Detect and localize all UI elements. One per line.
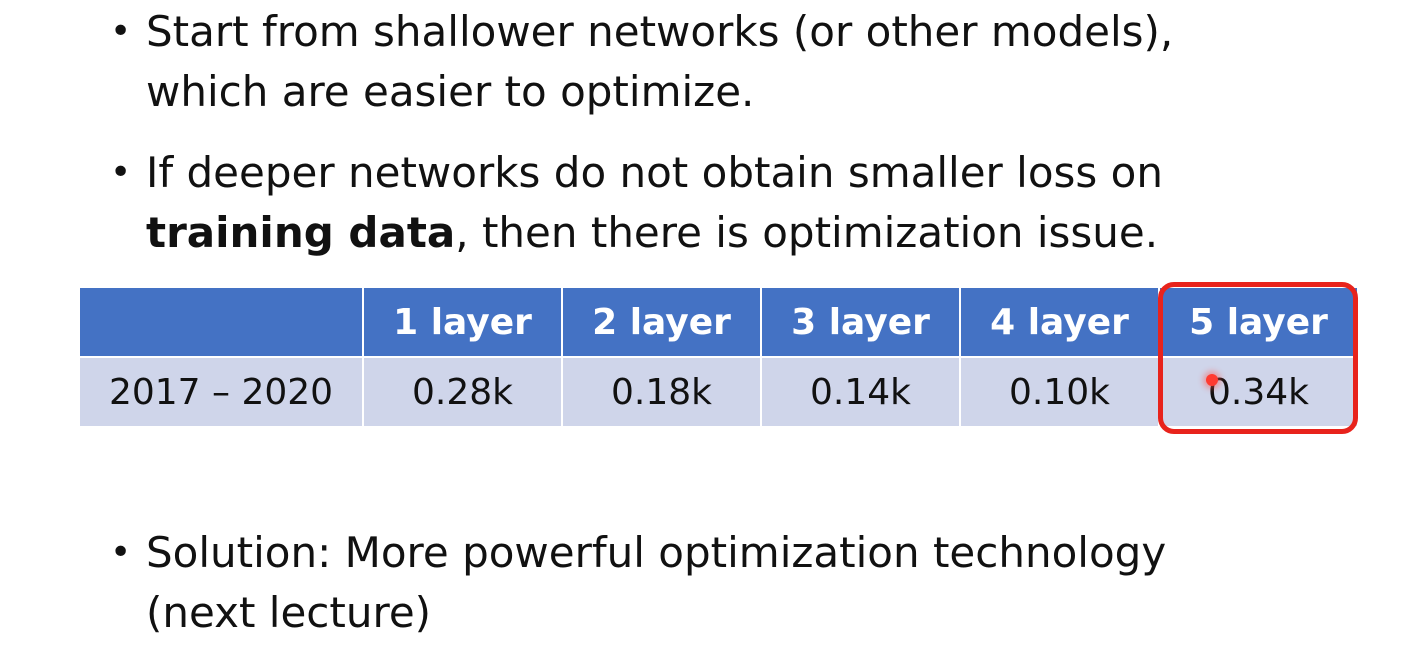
bullet-text-line: training data, then there is optimizatio…: [146, 203, 1310, 263]
value-cell-4-layer: 0.10k: [959, 356, 1160, 428]
value-cell-1-layer: 0.28k: [362, 356, 563, 428]
header-cell-3-layer: 3 layer: [760, 286, 961, 358]
header-cell-2-layer: 2 layer: [561, 286, 762, 358]
bullet-text-line: which are easier to optimize.: [146, 67, 755, 116]
header-cell-5-layer: 5 layer: [1158, 286, 1359, 358]
header-cell-empty: [78, 286, 364, 358]
row-label-cell: 2017 – 2020: [78, 356, 364, 428]
bullet-solution: • Solution: More powerful optimization t…: [110, 523, 1310, 643]
header-cell-4-layer: 4 layer: [959, 286, 1160, 358]
bullet-deeper-networks: • If deeper networks do not obtain small…: [110, 143, 1310, 263]
value-cell-2-layer: 0.18k: [561, 356, 762, 428]
layer-loss-table: 1 layer 2 layer 3 layer 4 layer 5 layer …: [78, 286, 1359, 428]
bullet-text-line: If deeper networks do not obtain smaller…: [146, 148, 1163, 197]
laser-pointer-dot: [1206, 374, 1218, 386]
bullet-text-line: Start from shallower networks (or other …: [146, 7, 1174, 56]
bullet-marker: •: [110, 11, 132, 52]
value-cell-3-layer: 0.14k: [760, 356, 961, 428]
header-cell-1-layer: 1 layer: [362, 286, 563, 358]
bullet-marker: •: [110, 532, 132, 573]
bullet-marker: •: [110, 152, 132, 193]
value-cell-5-layer: 0.34k: [1158, 356, 1359, 428]
table-header-row: 1 layer 2 layer 3 layer 4 layer 5 layer: [78, 286, 1359, 358]
bullet-text-line: (next lecture): [146, 588, 432, 637]
emphasis-training-data: training data: [146, 208, 456, 257]
bullet-text-line: Solution: More powerful optimization tec…: [146, 528, 1167, 577]
bullet-shallow-networks: • Start from shallower networks (or othe…: [110, 2, 1310, 122]
highlight-box-5-layer: [1158, 282, 1358, 434]
table-row: 2017 – 2020 0.28k 0.18k 0.14k 0.10k 0.34…: [78, 356, 1359, 428]
bullet-text-rest: , then there is optimization issue.: [455, 208, 1159, 257]
